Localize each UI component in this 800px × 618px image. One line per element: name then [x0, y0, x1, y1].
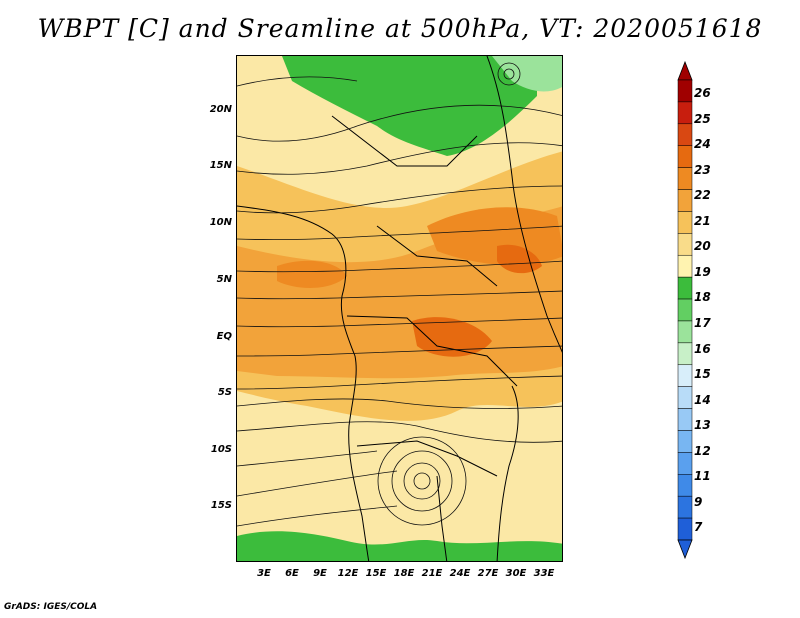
colorbar-level-label: 25	[694, 111, 711, 126]
colorbar-segment	[677, 101, 693, 125]
chart-title: WBPT [C] and Sreamline at 500hPa, VT: 20…	[37, 14, 763, 43]
colorbar-segment	[677, 276, 693, 300]
colorbar-level-label: 26	[694, 86, 711, 100]
colorbar-segment	[677, 167, 693, 190]
lon-label: 3E	[257, 568, 271, 579]
colorbar-top-arrow	[677, 60, 693, 81]
lon-label: 21E	[421, 568, 443, 579]
lon-label: 15E	[365, 568, 387, 579]
lat-label: 10N	[209, 217, 232, 228]
cyclone-swirl	[377, 436, 467, 526]
cool-region-northeast	[492, 56, 562, 92]
colorbar-level-label: 19	[694, 264, 711, 279]
colorbar-segment	[677, 320, 693, 344]
lat-label: 5N	[216, 274, 232, 285]
lat-label: EQ	[216, 331, 232, 342]
colorbar-segment	[677, 474, 693, 497]
colorbar-segment	[677, 517, 693, 541]
colorbar-level-label: 24	[694, 137, 711, 152]
colorbar-level-label: 7	[694, 520, 703, 535]
lat-label: 5S	[217, 387, 232, 398]
lon-label: 30E	[505, 568, 527, 579]
colorbar-segment	[677, 123, 693, 146]
colorbar	[677, 60, 693, 560]
colorbar-segment	[677, 189, 693, 212]
cool-region-south	[237, 531, 562, 561]
colorbar-level-label: 18	[694, 290, 711, 305]
colorbar-level-label: 23	[694, 162, 711, 177]
hot-core-central	[412, 317, 492, 357]
colorbar-segment	[677, 386, 693, 409]
colorbar-segment	[677, 79, 693, 103]
map-canvas	[237, 56, 562, 561]
streamlines	[237, 76, 562, 527]
colorbar-level-label: 22	[694, 188, 711, 203]
colorbar-segment	[677, 452, 693, 475]
colorbar-level-label: 13	[694, 418, 711, 433]
colorbar-level-label: 16	[694, 341, 711, 356]
colorbar-segment	[677, 145, 693, 168]
colorbar-level-label: 11	[694, 469, 711, 484]
colorbar-segment	[677, 364, 693, 387]
colorbar-level-label: 14	[694, 392, 711, 407]
colorbar-segment	[677, 408, 693, 431]
colorbar-bottom-arrow	[677, 539, 693, 560]
lon-label: 6E	[285, 568, 299, 579]
lon-label: 9E	[313, 568, 327, 579]
hot-core-west	[277, 260, 347, 288]
lat-label: 20N	[209, 104, 232, 115]
swirl-northeast	[497, 62, 521, 86]
colorbar-level-label: 15	[694, 367, 711, 382]
lon-label: 33E	[533, 568, 555, 579]
lon-label: 24E	[449, 568, 471, 579]
lat-label: 15S	[210, 500, 232, 511]
coastlines	[237, 56, 562, 561]
colorbar-level-label: 17	[694, 316, 711, 330]
colorbar-level-label: 9	[694, 494, 703, 509]
lon-label: 27E	[477, 568, 499, 579]
colorbar-level-label: 12	[694, 443, 711, 458]
colorbar-segment	[677, 254, 693, 278]
colorbar-segment	[677, 342, 693, 366]
lon-label: 18E	[393, 568, 415, 579]
lon-label: 12E	[337, 568, 359, 579]
colorbar-segment	[677, 430, 693, 453]
colorbar-segment	[677, 495, 693, 519]
colorbar-level-label: 21	[694, 213, 711, 228]
colorbar-level-label: 20	[694, 239, 711, 254]
cool-region-north	[282, 56, 537, 156]
colorbar-segment	[677, 211, 693, 234]
colorbar-segment	[677, 298, 693, 322]
lat-label: 10S	[210, 444, 232, 455]
map-panel	[236, 55, 563, 562]
lat-label: 15N	[209, 160, 232, 171]
colorbar-segment	[677, 233, 693, 256]
credit-text: GrADS: IGES/COLA	[4, 602, 98, 612]
